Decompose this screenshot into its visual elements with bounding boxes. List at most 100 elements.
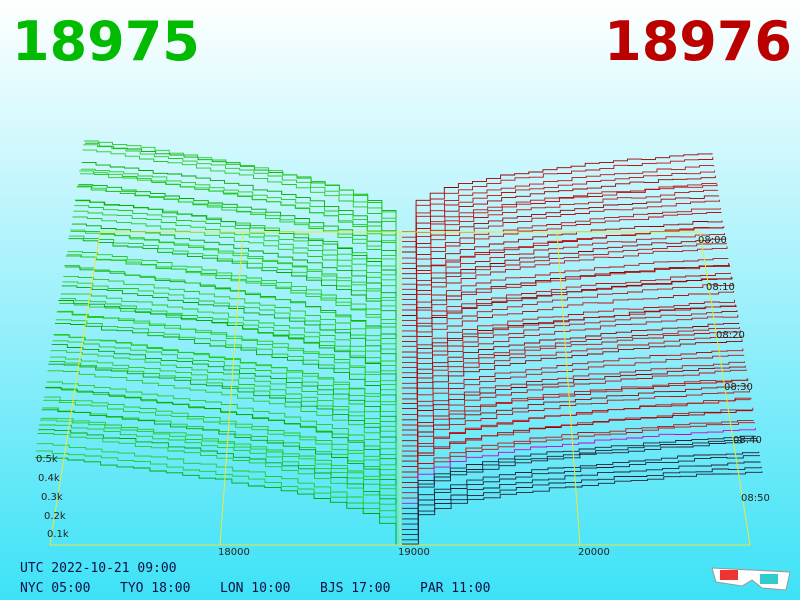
depth-line bbox=[42, 407, 397, 499]
depth-line bbox=[402, 156, 714, 238]
clock: TYO 18:00 bbox=[120, 581, 190, 596]
depth-line bbox=[83, 144, 397, 243]
depth-line bbox=[74, 205, 397, 300]
depth-line bbox=[402, 212, 722, 290]
3d-glasses-icon[interactable] bbox=[711, 567, 791, 591]
time-label: 08:10 bbox=[706, 282, 735, 293]
depth-line bbox=[50, 350, 397, 446]
bid-price: 18975 bbox=[12, 10, 200, 73]
depth-line bbox=[402, 277, 733, 358]
depth-line bbox=[402, 330, 741, 409]
depth-line bbox=[35, 457, 397, 545]
depth-line bbox=[402, 385, 750, 462]
depth-line bbox=[402, 226, 725, 306]
depth-line bbox=[402, 361, 745, 436]
depth-line bbox=[65, 266, 397, 358]
depth-line bbox=[80, 168, 397, 259]
depth-line bbox=[402, 314, 739, 395]
clock: NYC 05:00 bbox=[20, 581, 90, 596]
depth-line bbox=[82, 149, 397, 248]
depth-line bbox=[402, 264, 730, 342]
depth-line bbox=[402, 233, 725, 311]
depth-line bbox=[72, 216, 397, 311]
depth-line bbox=[402, 397, 752, 478]
depth-line bbox=[37, 433, 397, 530]
depth-line bbox=[53, 334, 397, 431]
depth-line bbox=[77, 185, 397, 279]
depth-line bbox=[402, 348, 744, 426]
depth-line bbox=[50, 356, 397, 452]
depth-line bbox=[64, 264, 397, 363]
depth-line bbox=[402, 195, 720, 275]
depth-line bbox=[57, 310, 397, 405]
depth-line bbox=[402, 242, 727, 322]
depth-line bbox=[402, 199, 720, 279]
depth-line bbox=[402, 422, 755, 499]
depth-line bbox=[40, 419, 397, 514]
clock: PAR 11:00 bbox=[420, 581, 490, 596]
time-label: 08:30 bbox=[724, 382, 753, 393]
depth-line bbox=[402, 170, 715, 248]
depth-line bbox=[402, 461, 761, 536]
floor bbox=[49, 231, 751, 546]
time-label: 08:40 bbox=[733, 435, 762, 446]
price-label: 20000 bbox=[578, 547, 610, 558]
depth-line bbox=[402, 272, 731, 347]
depth-line bbox=[52, 340, 397, 436]
depth-line bbox=[402, 440, 759, 520]
depth-line bbox=[402, 165, 715, 243]
depth-line bbox=[402, 310, 738, 389]
depth-line bbox=[402, 435, 757, 509]
depth-line bbox=[76, 186, 397, 285]
depth-line bbox=[402, 305, 737, 384]
depth-line bbox=[63, 275, 397, 368]
depth-line bbox=[79, 170, 397, 269]
depth-line bbox=[402, 390, 750, 467]
depth-line bbox=[43, 399, 397, 493]
depth-line bbox=[45, 386, 397, 483]
depth-line bbox=[75, 199, 397, 295]
depth-line bbox=[402, 246, 728, 326]
depth-line bbox=[402, 208, 721, 285]
price-label: 18000 bbox=[218, 547, 250, 558]
depth-line bbox=[62, 281, 397, 373]
depth-line bbox=[48, 363, 397, 462]
depth-line bbox=[402, 182, 717, 259]
depth-line bbox=[65, 255, 397, 352]
depth-line bbox=[36, 443, 397, 535]
depth-line bbox=[402, 153, 713, 233]
depth-line bbox=[47, 370, 397, 467]
depth-line bbox=[71, 223, 397, 316]
depth-line bbox=[402, 327, 740, 404]
clock: LON 10:00 bbox=[220, 581, 290, 596]
depth-line bbox=[38, 429, 397, 525]
depth-line bbox=[402, 339, 743, 421]
depth-line bbox=[402, 189, 719, 269]
depth-line bbox=[402, 238, 726, 316]
time-label: 08:50 bbox=[741, 493, 770, 504]
depth-line bbox=[41, 409, 397, 504]
depth-line bbox=[39, 424, 397, 519]
depth-line bbox=[402, 455, 760, 530]
depth-line bbox=[402, 378, 748, 452]
depth-line bbox=[70, 229, 397, 326]
depth-line bbox=[61, 285, 397, 379]
depth-line bbox=[84, 140, 397, 238]
ask-price: 18976 bbox=[604, 10, 792, 73]
floor-line bbox=[219, 231, 244, 546]
depth-line bbox=[67, 251, 397, 342]
depth-line bbox=[402, 291, 735, 369]
depth-line bbox=[60, 293, 397, 384]
depth-line bbox=[44, 396, 397, 488]
depth-line bbox=[402, 220, 723, 296]
volume-label: 0.5k bbox=[36, 454, 58, 465]
price-label: 19000 bbox=[398, 547, 430, 558]
volume-label: 0.4k bbox=[38, 473, 60, 484]
depth-layers bbox=[35, 140, 763, 545]
depth-line bbox=[58, 300, 397, 399]
depth-line bbox=[402, 282, 734, 363]
time-label: 08:00 bbox=[698, 235, 727, 246]
depth-line bbox=[402, 258, 729, 332]
volume-label: 0.2k bbox=[44, 511, 66, 522]
